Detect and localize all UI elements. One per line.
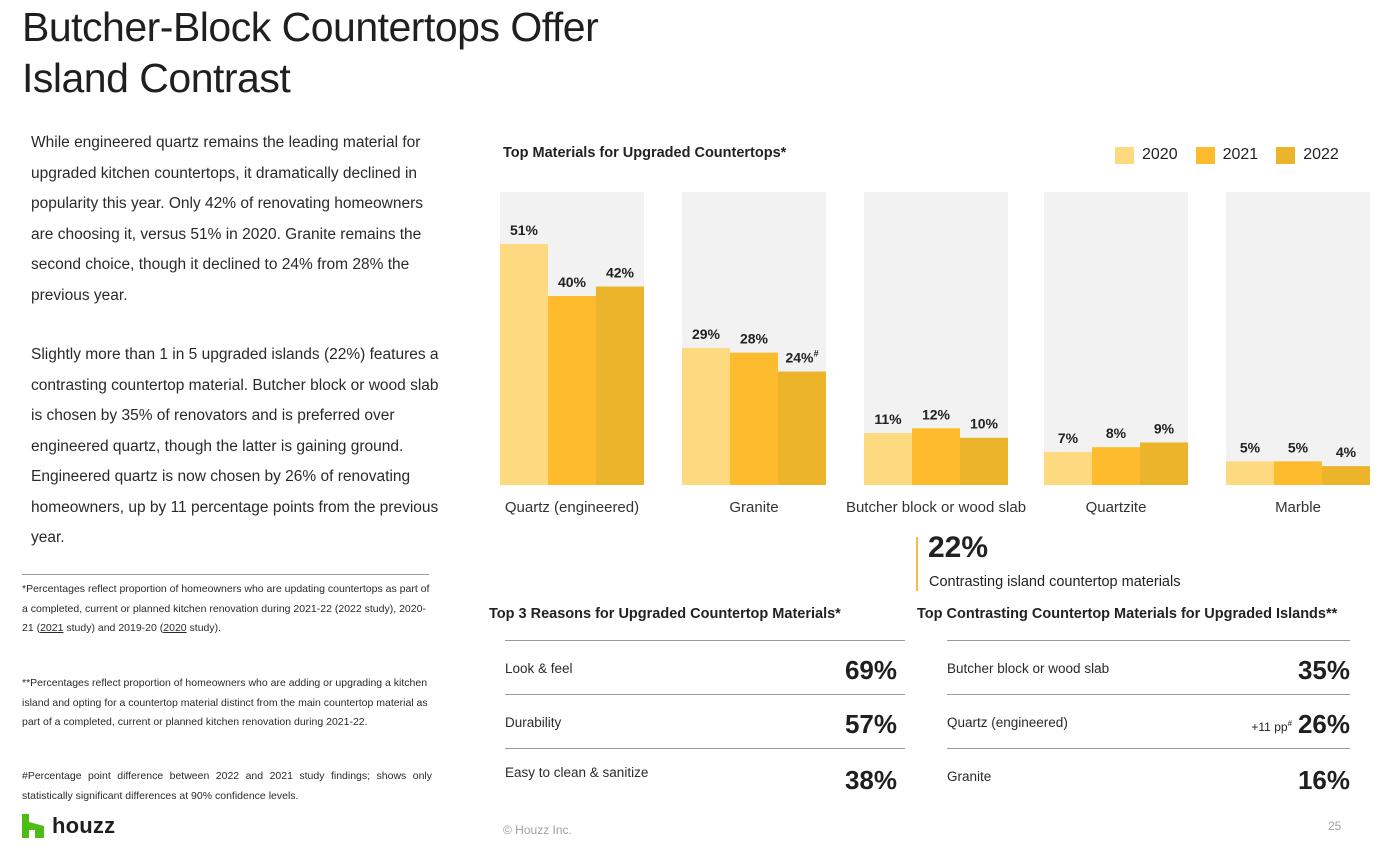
reason-value: 38% [844, 765, 897, 795]
data-label: 11% [874, 411, 902, 427]
table-row: Easy to clean & sanitize 38% [505, 748, 905, 802]
data-label: 5% [1288, 439, 1309, 455]
legend-label-2020: 2020 [1142, 146, 1178, 163]
footnote-significance: #Percentage point difference between 202… [22, 770, 432, 802]
data-label: 51% [510, 222, 539, 238]
significance-mark: # [1287, 719, 1292, 728]
island-material-value: 16% [1297, 765, 1350, 795]
table-row: Granite 16% [947, 748, 1350, 802]
logo-text: houzz [52, 813, 116, 838]
legend-item-2021: 2021 [1195, 146, 1259, 164]
legend-label-2021: 2021 [1222, 146, 1259, 163]
data-label: 24%# [785, 349, 818, 366]
page-number: 25 [1328, 819, 1342, 833]
bar-2020-2 [864, 433, 912, 485]
bar-2020-0 [500, 243, 548, 485]
data-label: 9% [1154, 420, 1175, 436]
island-material-label: Quartz (engineered) [947, 715, 1068, 730]
footnote-text: study) and 2019-20 ( [63, 622, 164, 634]
data-label: 8% [1106, 425, 1127, 441]
reason-value: 57% [844, 709, 897, 739]
island-material-label: Butcher block or wood slab [947, 661, 1110, 676]
copyright: © Houzz Inc. [503, 823, 572, 837]
bar-2022-0 [596, 286, 644, 485]
significance-mark: # [814, 349, 819, 359]
footnote-countertops: *Percentages reflect proportion of homeo… [22, 580, 432, 639]
table-row: Butcher block or wood slab 35% [947, 640, 1350, 694]
bar-2022-2 [960, 437, 1008, 485]
data-label: 29% [692, 326, 721, 342]
bar-2021-1 [730, 352, 778, 485]
study-2020-link[interactable]: 2020 [163, 622, 187, 634]
data-label: 28% [740, 331, 769, 347]
islands-table: Butcher block or wood slab 35% Quartz (e… [947, 640, 1350, 802]
intro-paragraph: While engineered quartz remains the lead… [31, 134, 424, 304]
reasons-table: Look & feel 69% Durability 57% Easy to c… [505, 640, 905, 802]
footnote-text: *Percentages reflect proportion of homeo… [22, 583, 430, 634]
houzz-logo: houzz [22, 813, 116, 838]
chart-title: Top Materials for Upgraded Countertops* [503, 145, 787, 161]
bar-2020-3 [1044, 451, 1092, 485]
legend-label-2022: 2022 [1303, 146, 1339, 163]
islands-table-title: Top Contrasting Countertop Materials for… [917, 606, 1338, 622]
bar-2021-3 [1092, 447, 1140, 485]
island-material-value: 26% [1297, 709, 1350, 739]
island-material-label: Granite [947, 769, 992, 784]
houzz-h-icon [22, 814, 44, 838]
bar-2022-3 [1140, 442, 1188, 485]
footnote-divider [22, 574, 429, 575]
legend-swatch-2021 [1195, 146, 1215, 164]
data-label: 4% [1336, 444, 1357, 460]
change-text: +11 pp [1251, 720, 1288, 734]
island-material-change: +11 pp# [1251, 719, 1292, 734]
bar-2021-4 [1274, 461, 1322, 485]
bar-2022-4 [1322, 466, 1370, 485]
category-label: Quartzite [1086, 499, 1147, 516]
reason-label: Look & feel [505, 661, 573, 676]
page-title-line-1: Butcher-Block Countertops Offer [22, 4, 599, 50]
legend-swatch-2022 [1276, 146, 1296, 164]
legend-item-2020: 2020 [1115, 146, 1178, 164]
bar-2020-1 [682, 347, 730, 485]
data-label: 10% [970, 416, 999, 432]
stat-accent-rule [916, 537, 918, 591]
category-label: Marble [1275, 499, 1321, 516]
bar-chart: 51% 40% 42% Quartz (engineered) 29% 28% 24%# Gr… [500, 192, 1370, 516]
reason-label: Durability [505, 715, 562, 730]
chart-panel-3 [1044, 192, 1188, 485]
island-paragraph: Slightly more than 1 in 5 upgraded islan… [31, 346, 439, 546]
page-title-line-2: Island Contrast [22, 55, 291, 101]
category-label: Butcher block or wood slab [846, 499, 1026, 516]
data-label: 40% [558, 274, 587, 290]
table-row: Quartz (engineered) +11 pp# 26% [947, 694, 1350, 748]
reason-value: 69% [844, 655, 897, 685]
legend-item-2022: 2022 [1276, 146, 1339, 164]
page-title: Butcher-Block Countertops Offer Island C… [22, 2, 722, 104]
footnote-text: study). [186, 622, 222, 634]
table-row: Look & feel 69% [505, 640, 905, 694]
chart-legend: 2020 2021 2022 [1115, 146, 1339, 164]
reasons-table-title: Top 3 Reasons for Upgraded Countertop Ma… [489, 606, 841, 622]
study-2021-link[interactable]: 2021 [40, 622, 64, 634]
chart-panel-4 [1226, 192, 1370, 485]
bar-2021-0 [548, 295, 596, 485]
data-label: 42% [606, 265, 635, 281]
table-row: Durability 57% [505, 694, 905, 748]
footnote-islands: **Percentages reflect proportion of home… [22, 677, 428, 728]
island-material-value: 35% [1297, 655, 1350, 685]
bar-2021-2 [912, 428, 960, 485]
bar-2022-1 [778, 371, 826, 485]
data-label: 7% [1058, 430, 1079, 446]
category-label: Quartz (engineered) [505, 499, 639, 516]
bar-2020-4 [1226, 461, 1274, 485]
legend-swatch-2020 [1115, 146, 1134, 164]
data-label: 5% [1240, 439, 1261, 455]
island-contrast-stat-label: Contrasting island countertop materials [929, 574, 1181, 590]
reason-label: Easy to clean & sanitize [505, 765, 649, 780]
data-label: 12% [922, 406, 951, 422]
category-label: Granite [729, 499, 778, 516]
island-contrast-stat-value: 22% [928, 531, 989, 564]
